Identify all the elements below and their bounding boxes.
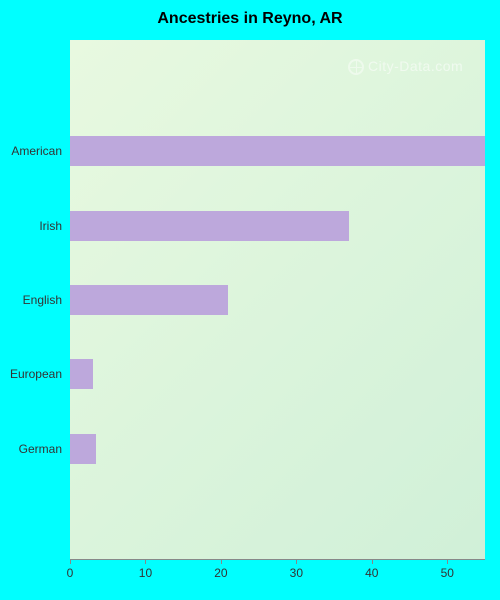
y-axis-label: English <box>0 293 62 307</box>
bar <box>70 359 93 389</box>
y-axis-label: European <box>0 367 62 381</box>
x-axis-tick <box>145 560 146 564</box>
y-axis-label: Irish <box>0 219 62 233</box>
bar <box>70 136 485 166</box>
x-axis-tick <box>372 560 373 564</box>
chart-frame: Ancestries in Reyno, AR City-Data.com Am… <box>0 0 500 600</box>
bar <box>70 285 228 315</box>
x-axis-tick <box>296 560 297 564</box>
chart-title: Ancestries in Reyno, AR <box>0 10 500 28</box>
x-axis-tick <box>221 560 222 564</box>
y-axis-label: American <box>0 144 62 158</box>
plot-area: City-Data.com <box>70 40 485 560</box>
x-axis-label: 20 <box>214 566 227 580</box>
watermark: City-Data.com <box>348 58 463 75</box>
bar <box>70 434 96 464</box>
x-axis-label: 40 <box>365 566 378 580</box>
x-axis-tick <box>447 560 448 564</box>
x-axis-label: 0 <box>67 566 74 580</box>
y-axis-label: German <box>0 442 62 456</box>
watermark-text: City-Data.com <box>368 58 463 74</box>
x-axis-line <box>70 559 485 560</box>
x-axis-label: 30 <box>290 566 303 580</box>
globe-icon <box>348 59 364 75</box>
x-axis-label: 50 <box>441 566 454 580</box>
x-axis-label: 10 <box>139 566 152 580</box>
x-axis-tick <box>70 560 71 564</box>
bar <box>70 211 349 241</box>
